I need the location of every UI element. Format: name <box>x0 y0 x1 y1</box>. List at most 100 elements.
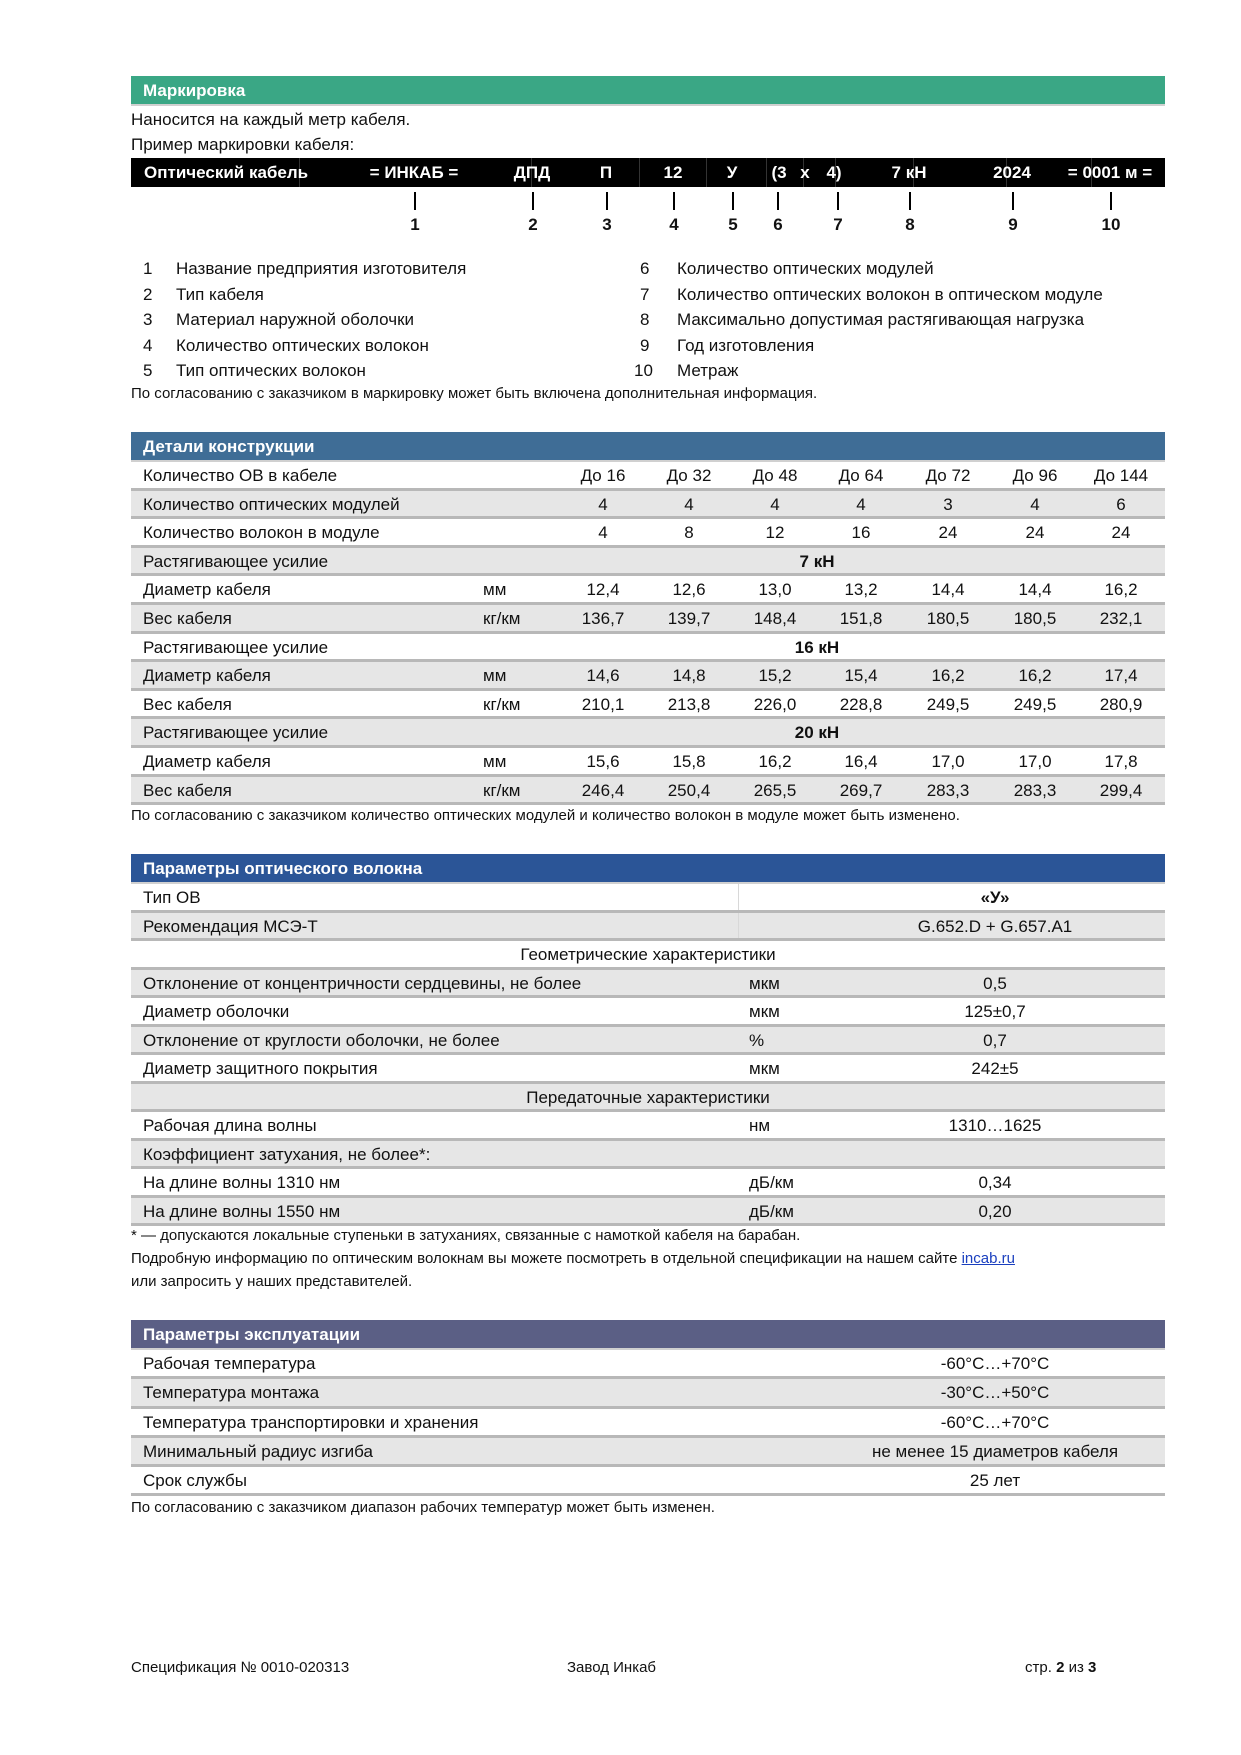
page-current: 2 <box>1056 1659 1065 1676</box>
marking-pointer-line <box>606 192 608 210</box>
marking-number: 1 <box>410 215 420 234</box>
cell-value: 14,4 <box>1018 580 1052 600</box>
cell-value: 250,4 <box>667 780 711 800</box>
cell-value: 15,8 <box>672 752 706 771</box>
row-label: Количество ОВ в кабеле <box>143 466 338 485</box>
cell-value: До 72 <box>925 466 971 485</box>
bar-separator <box>639 158 640 187</box>
cell-value: 283,3 <box>926 780 970 800</box>
row-value: 0,20 <box>978 1201 1012 1221</box>
legend-text: Количество оптических волокон <box>176 335 429 355</box>
cell-value: 16 <box>851 523 871 543</box>
cell-value: 180,5 <box>926 609 970 628</box>
marking-pointer-line <box>1012 192 1014 210</box>
section-header-operation: Параметры эксплуатации <box>131 1320 1165 1350</box>
table-row: Диаметр оболочки мкм 125±0,7 <box>131 998 1165 1027</box>
cell-value: 16,4 <box>844 752 878 771</box>
footer-page: стр. 2 из 3 <box>1025 1659 1096 1676</box>
cell-value: 12,4 <box>586 580 620 600</box>
legend-number: 9 <box>640 335 650 355</box>
marking-pointer-line <box>673 192 675 210</box>
fiber-footnote: * — допускаются локальные ступеньки в за… <box>131 1227 801 1244</box>
table-row: Срок службы 25 лет <box>131 1467 1165 1497</box>
marking-number: 2 <box>528 215 538 234</box>
row-unit: нм <box>749 1116 771 1135</box>
footer-spec-number: Спецификация № 0010-020313 <box>131 1659 350 1676</box>
legend-number: 10 <box>634 361 653 380</box>
legend-text: Материал наружной оболочки <box>176 310 415 329</box>
fiber-info-text: Подробную информацию по оптическим волок… <box>131 1250 962 1267</box>
bar-separator <box>835 158 836 187</box>
legend-number: 3 <box>143 310 153 329</box>
row-unit: мкм <box>749 1002 780 1021</box>
row-label: Вес кабеля <box>143 780 232 800</box>
marking-number: 4 <box>669 215 679 234</box>
section-header-marking: Маркировка <box>131 76 1165 106</box>
marking-segment: х <box>800 163 810 182</box>
row-label: Диаметр кабеля <box>143 666 271 686</box>
legend-text: Тип оптических волокон <box>176 361 366 380</box>
cell-value: 249,5 <box>926 694 970 714</box>
marking-segment: У <box>726 163 738 182</box>
cell-value: До 48 <box>752 466 798 485</box>
bar-separator <box>299 158 300 187</box>
marking-segment: (3 <box>771 163 787 182</box>
table-row: Тип ОВ «У» <box>131 884 1165 913</box>
row-value: 242±5 <box>971 1059 1019 1078</box>
table-row: Рабочая длина волны нм 1310…1625 <box>131 1112 1165 1141</box>
marking-number: 3 <box>602 215 612 234</box>
marking-segment: = ИНКАБ = <box>369 163 459 182</box>
subheading: Геометрические характеристики <box>520 945 776 964</box>
bar-separator <box>766 158 767 187</box>
cell-value: 246,4 <box>581 780 625 800</box>
cell-value: 12,6 <box>672 580 706 600</box>
marking-pointer-line <box>909 192 911 210</box>
cell-value: 4 <box>684 494 694 514</box>
fiber-info-line-2: или запросить у наших представителей. <box>131 1273 413 1290</box>
cell-value: 269,7 <box>839 780 883 800</box>
table-row: Отклонение от круглости оболочки, не бол… <box>131 1026 1165 1055</box>
row-unit: кг/км <box>483 780 521 800</box>
cell-value: До 144 <box>1093 466 1149 485</box>
row-label: Растягивающее усилие <box>143 723 329 743</box>
row-unit: кг/км <box>483 609 521 628</box>
row-label: Количество оптических модулей <box>143 494 400 514</box>
table-row: Вес кабеля кг/км 136,7 139,7 148,4 151,8 180,5… <box>131 605 1165 634</box>
row-label: Диаметр защитного покрытия <box>143 1059 378 1078</box>
cell-value: 8 <box>684 523 694 543</box>
row-value: 0,5 <box>983 973 1007 993</box>
cell-value: 4 <box>598 523 608 543</box>
cell-value: 15,6 <box>586 752 620 771</box>
table-row: Отклонение от концентричности сердцевины… <box>131 969 1165 998</box>
cell-value: До 96 <box>1012 466 1058 485</box>
marking-number: 7 <box>833 215 843 234</box>
table-row: Растягивающее усилие 7 кН <box>131 547 1165 577</box>
legend-text: Год изготовления <box>677 335 815 355</box>
marking-number: 9 <box>1008 215 1018 234</box>
legend-number: 8 <box>640 310 650 329</box>
legend-text: Метраж <box>677 361 739 380</box>
cell-value: 151,8 <box>839 609 883 628</box>
row-label: Коэффициент затухания, не более*: <box>143 1144 431 1164</box>
marking-segment: 7 кН <box>891 163 927 182</box>
incab-link[interactable]: incab.ru <box>961 1250 1015 1267</box>
row-label: Диаметр оболочки <box>143 1002 290 1021</box>
cell-value: 17,0 <box>931 752 965 771</box>
marking-pointer-line <box>414 192 416 210</box>
row-value: 0,34 <box>978 1173 1012 1192</box>
table-row: Температура монтажа -30°C…+50°C <box>131 1379 1165 1409</box>
cell-value: 24 <box>1025 523 1045 543</box>
column-divider <box>738 912 739 938</box>
cell-value: 210,1 <box>581 694 625 714</box>
row-unit: дБ/км <box>749 1201 794 1221</box>
row-unit: % <box>749 1030 765 1050</box>
table-row: Минимальный радиус изгиба не менее 15 диа… <box>131 1437 1165 1468</box>
row-unit: мкм <box>749 973 780 993</box>
section-header-design: Детали конструкции <box>131 432 1165 462</box>
marking-segment: Оптический кабель <box>144 163 309 182</box>
table-row: Диаметр кабеля мм 14,6 14,8 15,2 15,4 16,2 16,2… <box>131 662 1165 691</box>
marking-number: 6 <box>773 215 783 234</box>
cell-value: 17,0 <box>1018 752 1052 771</box>
cell-value: 16,2 <box>1104 580 1138 600</box>
